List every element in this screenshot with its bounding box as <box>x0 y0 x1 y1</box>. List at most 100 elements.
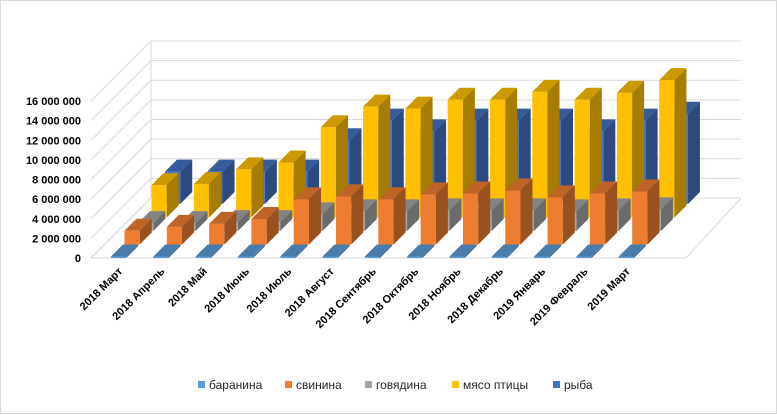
bar-side <box>251 157 264 218</box>
bar-0-6 <box>364 244 393 258</box>
bar-side <box>180 159 193 204</box>
bar-0-5 <box>322 244 350 258</box>
bar-1-2 <box>209 211 237 245</box>
bar-side <box>534 198 546 231</box>
bar-front <box>574 99 590 218</box>
bar-side <box>166 173 179 218</box>
bar-side <box>224 211 237 245</box>
y-tick-label: 10 000 000 <box>26 155 81 167</box>
bar-side <box>605 181 618 245</box>
bar-1-5 <box>336 184 364 245</box>
bar-top <box>574 87 602 100</box>
bar-0-12 <box>618 244 646 258</box>
bar-top <box>111 244 139 257</box>
x-tick-label: 2018 Май <box>166 266 210 310</box>
bar-side <box>391 108 404 204</box>
bar-3-0 <box>151 173 179 218</box>
bar-3-12 <box>659 68 687 218</box>
bar-front <box>237 256 254 258</box>
bar-front <box>322 256 338 258</box>
bar-side <box>618 198 631 231</box>
bar-top <box>193 172 222 185</box>
bar-front <box>278 162 294 218</box>
bar-front <box>364 256 381 258</box>
bar-top <box>278 150 306 163</box>
bar-side <box>351 184 364 245</box>
bar-front <box>378 199 394 245</box>
bar-top <box>153 244 181 257</box>
legend-swatch <box>553 381 560 388</box>
bar-3-5 <box>363 94 391 218</box>
bar-side <box>476 108 489 204</box>
y-tick-label: 8 000 000 <box>32 175 81 187</box>
bar-side <box>237 210 250 231</box>
legend: баранина свинина говядина мясо птицы рыба <box>198 378 593 392</box>
bar-top <box>407 244 435 257</box>
bar-1-3 <box>251 206 279 245</box>
bar-0-11 <box>576 244 604 258</box>
bar-front <box>111 256 127 258</box>
bar-1-8 <box>462 181 491 245</box>
bar-side <box>153 211 166 231</box>
bar-top <box>532 79 560 92</box>
bar-front <box>449 256 465 258</box>
bar-side <box>295 244 308 258</box>
bar-top <box>207 159 235 172</box>
legend-label: мясо птицы <box>463 378 528 392</box>
bar-front <box>505 190 521 245</box>
bar-top <box>505 178 533 191</box>
bar-1-1 <box>166 214 195 245</box>
bar-0-7 <box>407 244 435 258</box>
legend-swatch <box>365 381 372 388</box>
bar-front <box>251 218 267 245</box>
bar-top <box>449 244 477 257</box>
bar-top <box>616 80 645 93</box>
bar-top <box>322 244 350 257</box>
bar-top <box>280 244 308 257</box>
bar-top <box>251 206 279 219</box>
bar-3-2 <box>236 157 264 218</box>
bar-side <box>407 199 420 231</box>
bar-front <box>532 91 548 218</box>
bar-top <box>489 87 518 100</box>
bar-front <box>405 108 421 218</box>
bar-side <box>378 94 391 218</box>
bar-top <box>195 244 223 257</box>
bar-top <box>363 94 391 107</box>
bar-side <box>422 244 435 258</box>
legend-swatch <box>452 381 459 388</box>
bar-side <box>674 68 687 218</box>
bar-front <box>407 256 423 258</box>
bar-front <box>124 230 140 245</box>
bar-0-3 <box>237 244 266 258</box>
bar-side <box>647 179 660 245</box>
bar-0-8 <box>449 244 477 258</box>
bar-front <box>462 193 479 245</box>
legend-label: говядина <box>376 378 427 392</box>
bar-side <box>549 244 562 258</box>
bar-front <box>589 193 606 245</box>
bar-top <box>659 68 687 81</box>
y-tick-label: 16 000 000 <box>26 96 81 108</box>
legend-label: свинина <box>296 378 342 392</box>
grid <box>90 40 742 259</box>
bar-1-7 <box>420 182 448 245</box>
bar-top <box>151 173 179 186</box>
bar-front <box>153 256 169 258</box>
bar-3-9 <box>532 79 560 218</box>
bar-side <box>222 159 235 204</box>
bar-front <box>659 80 675 218</box>
bar-front <box>195 256 211 258</box>
bar-side <box>561 108 573 204</box>
bar-top <box>336 184 364 197</box>
bar-1-0 <box>124 218 152 245</box>
bar-side <box>393 187 406 245</box>
bars <box>111 68 700 258</box>
x-tick-label: 2019 Март <box>586 265 634 313</box>
legend-swatch <box>198 381 205 388</box>
bar-1-10 <box>547 185 575 245</box>
bar-0-1 <box>153 244 181 258</box>
y-tick-label: 14 000 000 <box>26 116 81 128</box>
bar-front <box>618 256 634 258</box>
